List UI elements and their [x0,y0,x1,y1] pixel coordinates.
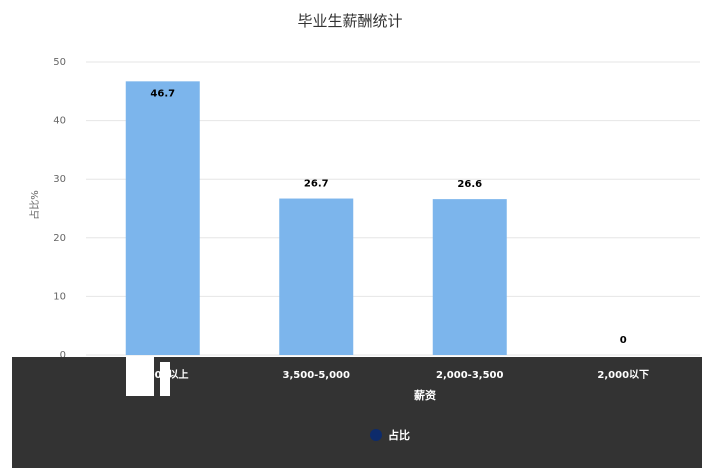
x-axis-label: 薪资 [414,388,436,402]
white-patch [160,362,170,396]
bar[interactable] [279,198,354,355]
bar[interactable] [125,81,200,355]
bar-series [125,81,507,355]
y-tick-label: 40 [53,116,66,127]
data-label: 46.7 [150,88,175,99]
white-patch [126,356,154,396]
data-label: 26.6 [457,179,482,190]
y-tick-label: 50 [53,57,66,68]
y-axis-label: 占比% [28,190,41,220]
y-tick-label: 30 [53,174,66,185]
legend-label: 占比 [388,428,410,442]
data-label: 26.7 [304,179,329,190]
y-tick-label: 0 [60,350,66,361]
x-tick-label: 5,000以上 [137,368,189,381]
y-tick-label: 20 [53,233,66,244]
y-axis-ticks: 0 10 20 30 40 50 [53,57,66,361]
x-tick-label: 3,500-5,000 [283,370,350,381]
legend[interactable]: 占比 [370,428,410,442]
x-axis-categories: 5,000以上 3,500-5,000 2,000-3,500 2,000以下 [137,368,649,381]
data-label: 0 [620,335,627,346]
bar[interactable] [432,199,507,355]
y-tick-label: 10 [53,291,66,302]
legend-marker-icon [370,429,382,441]
x-tick-label: 2,000-3,500 [436,370,503,381]
x-tick-label: 2,000以下 [597,369,649,381]
chart-title: 毕业生薪酬统计 [297,12,402,30]
data-labels: 46.7 26.7 26.6 0 [150,88,626,346]
